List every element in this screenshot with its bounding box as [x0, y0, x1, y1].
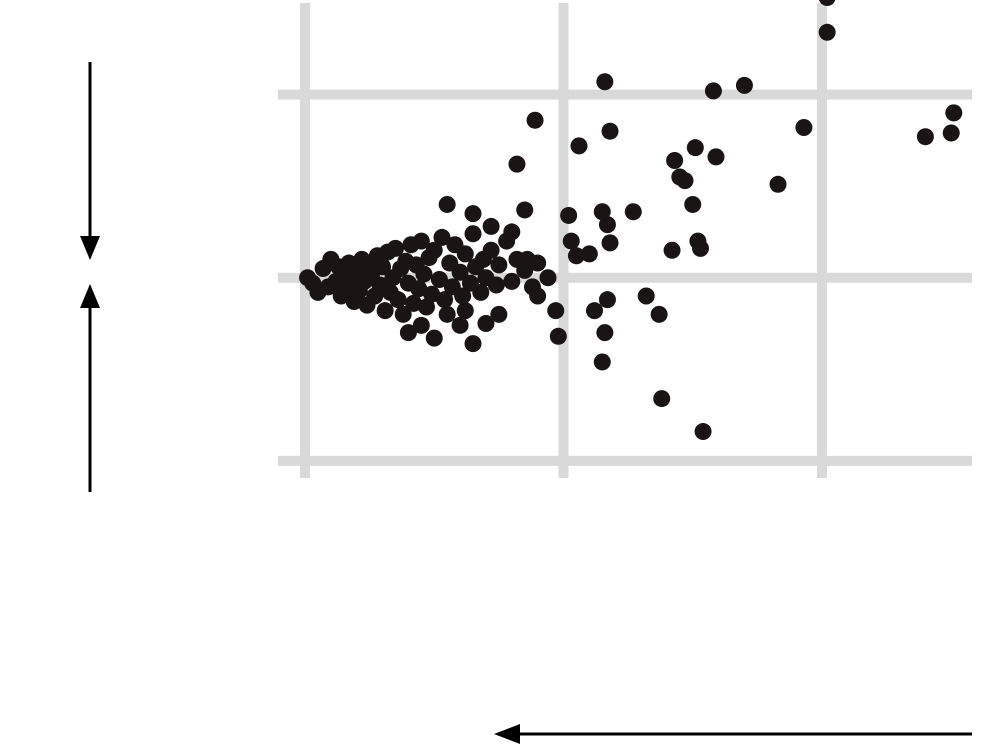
annotation-arrows [80, 62, 972, 744]
data-point [456, 245, 474, 263]
data-point [376, 302, 394, 320]
data-point [624, 203, 642, 221]
data-point [694, 423, 712, 441]
data-point [663, 241, 681, 259]
data-point [795, 119, 813, 137]
data-point [451, 316, 469, 334]
data-point [596, 73, 614, 91]
data-point [374, 258, 392, 276]
data-point [503, 272, 521, 290]
data-point [916, 128, 934, 146]
data-point [586, 302, 604, 320]
data-point [704, 82, 722, 100]
data-point [598, 216, 616, 234]
data-point [567, 247, 585, 265]
data-point [394, 305, 412, 323]
data-point [593, 353, 611, 371]
data-point [560, 206, 578, 224]
left-arrow-icon [494, 724, 972, 744]
data-point [464, 205, 482, 223]
data-point [942, 124, 960, 142]
data-point [539, 269, 557, 287]
data-point [593, 203, 611, 221]
data-point [490, 305, 508, 323]
data-point [508, 155, 526, 173]
data-point [430, 271, 448, 289]
data-point [676, 172, 694, 190]
gridlines [278, 3, 972, 478]
data-point [818, 23, 836, 41]
data-point [415, 265, 433, 283]
data-point [417, 298, 435, 316]
data-point [464, 335, 482, 353]
data-point [451, 263, 469, 281]
data-point [547, 302, 565, 320]
data-point [438, 195, 456, 213]
data-point [691, 239, 709, 257]
data-point [549, 327, 567, 345]
data-point [686, 139, 704, 157]
data-point [819, 0, 836, 7]
data-point [707, 148, 725, 166]
data-point [526, 111, 544, 129]
data-point [436, 291, 454, 309]
data-point [601, 234, 619, 252]
data-points [299, 0, 963, 441]
data-point [562, 232, 580, 250]
data-point [482, 241, 500, 259]
data-point [735, 76, 753, 94]
data-point [454, 287, 472, 305]
data-point [425, 329, 443, 347]
data-point [601, 122, 619, 140]
data-point [410, 280, 428, 298]
data-point [423, 285, 441, 303]
up-arrow-icon [80, 284, 100, 492]
data-point [529, 287, 547, 305]
data-point [570, 137, 588, 155]
data-point [666, 151, 684, 169]
data-point [503, 223, 521, 241]
data-point [456, 302, 474, 320]
down-arrow-icon [80, 62, 100, 260]
data-point [425, 241, 443, 259]
data-point [399, 324, 417, 342]
data-point [637, 287, 655, 305]
data-point [945, 104, 963, 122]
data-point [653, 390, 671, 408]
data-point [412, 232, 430, 250]
data-point [518, 250, 536, 268]
data-point [769, 175, 787, 193]
data-point [684, 195, 702, 213]
data-point [405, 294, 423, 312]
data-point [389, 291, 407, 309]
data-point [412, 316, 430, 334]
data-point [516, 201, 534, 219]
data-point [598, 291, 616, 309]
data-point [433, 228, 451, 246]
data-point [490, 256, 508, 274]
data-point [482, 217, 500, 235]
data-point [472, 283, 490, 301]
data-point [464, 225, 482, 243]
data-point [596, 324, 614, 342]
data-point [650, 305, 668, 323]
data-point [386, 239, 404, 257]
data-point [438, 305, 456, 323]
data-point [487, 276, 505, 294]
data-point [580, 245, 598, 263]
data-point [477, 314, 495, 332]
